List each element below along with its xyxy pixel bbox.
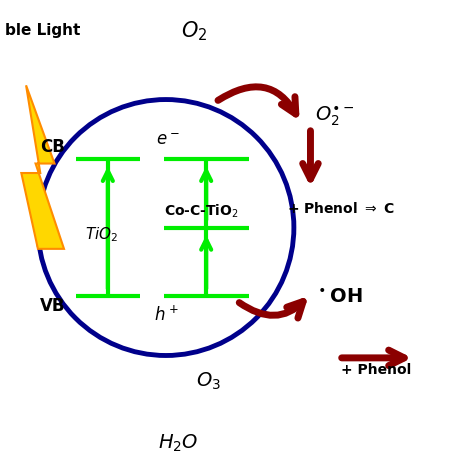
Text: $TiO_2$: $TiO_2$ <box>85 225 118 244</box>
Text: $O_3$: $O_3$ <box>196 371 221 392</box>
Text: $O_2^{\bullet-}$: $O_2^{\bullet-}$ <box>315 104 355 128</box>
Text: $h^+$: $h^+$ <box>154 306 178 325</box>
Text: CB: CB <box>40 138 65 156</box>
Text: ble Light: ble Light <box>5 23 80 38</box>
Text: $^\bullet$OH: $^\bullet$OH <box>315 287 363 306</box>
Text: Co-C-TiO$_2$: Co-C-TiO$_2$ <box>164 202 239 219</box>
Text: + Phenol: + Phenol <box>341 363 411 377</box>
Polygon shape <box>21 85 64 249</box>
Text: $e^-$: $e^-$ <box>156 131 180 149</box>
Text: + Phenol $\Rightarrow$ C: + Phenol $\Rightarrow$ C <box>287 201 395 216</box>
Text: $O_2$: $O_2$ <box>181 19 208 43</box>
Text: $H_2O$: $H_2O$ <box>157 433 198 454</box>
Text: VB: VB <box>40 297 66 315</box>
